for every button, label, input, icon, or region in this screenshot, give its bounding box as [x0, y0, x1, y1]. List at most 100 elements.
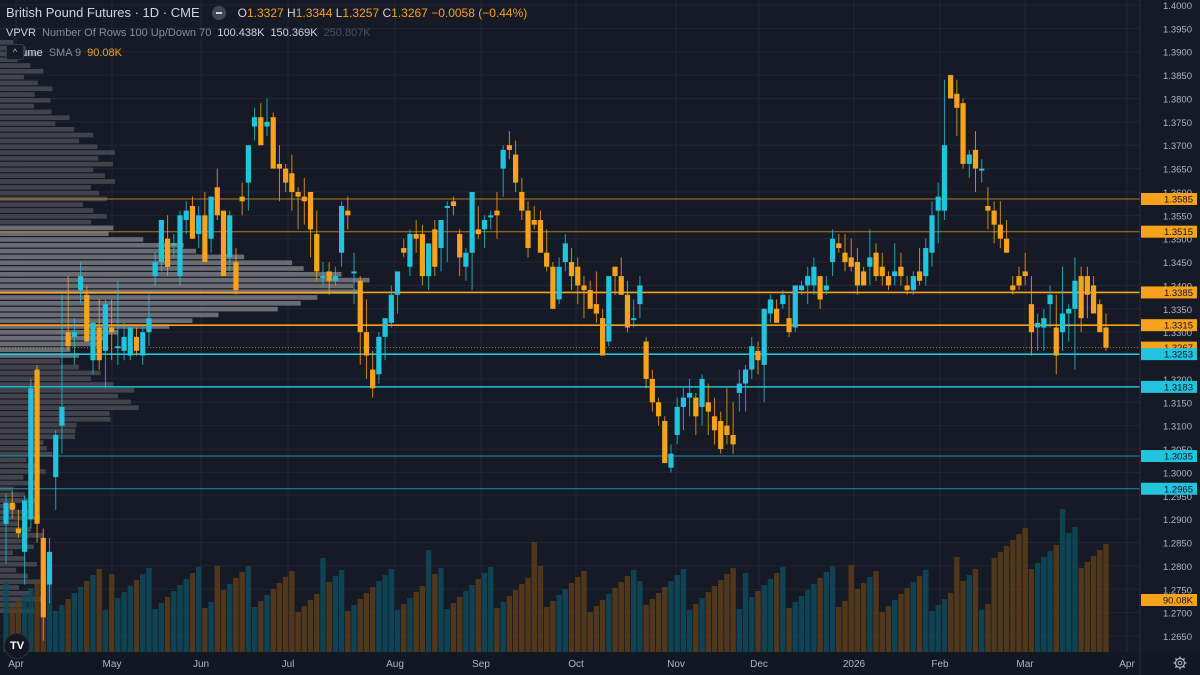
candle[interactable] [1090, 276, 1097, 314]
candle[interactable] [1041, 308, 1047, 351]
candle[interactable] [40, 528, 46, 641]
candle[interactable] [102, 299, 109, 389]
candle[interactable] [742, 364, 749, 412]
candle[interactable] [587, 280, 593, 309]
chevron-up-icon[interactable]: ^ [6, 44, 24, 60]
candle[interactable] [643, 336, 649, 389]
candle[interactable] [438, 220, 444, 272]
candle[interactable] [376, 332, 382, 384]
candle[interactable] [53, 430, 59, 510]
candle[interactable] [506, 131, 512, 160]
candle[interactable] [637, 276, 643, 319]
candle[interactable] [1103, 313, 1109, 351]
candle[interactable] [332, 266, 338, 286]
volume-row[interactable]: Volume SMA 9 90.08K [6, 45, 527, 61]
candle[interactable] [513, 140, 519, 192]
candle[interactable] [749, 336, 755, 379]
candle[interactable] [320, 262, 326, 286]
candle[interactable] [388, 285, 394, 328]
candle[interactable] [65, 276, 71, 351]
candle[interactable] [22, 495, 28, 585]
candle[interactable] [450, 196, 457, 216]
candle[interactable] [307, 191, 314, 258]
candle[interactable] [1047, 285, 1053, 328]
minus-circle-icon[interactable] [211, 6, 226, 20]
candle[interactable] [624, 280, 631, 333]
candle[interactable] [183, 201, 189, 235]
candle[interactable] [674, 397, 680, 445]
candle[interactable] [283, 163, 289, 192]
horizontal-levels[interactable] [0, 198, 1140, 490]
candle[interactable] [898, 252, 904, 286]
time-axis[interactable]: Apr May Jun Jul Aug Sep Oct Nov Dec 2026 Feb Mar Apr [8, 659, 1135, 670]
candle[interactable] [338, 201, 345, 267]
candle[interactable] [649, 369, 655, 412]
candle[interactable] [351, 252, 357, 305]
candle[interactable] [997, 201, 1003, 249]
candle[interactable] [829, 229, 836, 277]
candle[interactable] [774, 299, 780, 323]
candle[interactable] [140, 327, 146, 365]
candle[interactable] [1010, 276, 1016, 295]
candle[interactable] [910, 271, 916, 295]
candle[interactable] [600, 308, 606, 356]
candle[interactable] [270, 112, 276, 169]
candle[interactable] [1084, 266, 1090, 319]
candle[interactable] [394, 271, 401, 314]
candle[interactable] [239, 182, 245, 216]
candle[interactable] [1003, 220, 1010, 253]
candle[interactable] [680, 388, 687, 431]
candle[interactable] [568, 248, 575, 291]
candle[interactable] [1097, 299, 1103, 333]
candle[interactable] [326, 262, 332, 295]
candle[interactable] [941, 79, 948, 221]
candle[interactable] [662, 416, 668, 464]
candle[interactable] [550, 262, 556, 309]
candle[interactable] [3, 493, 9, 564]
candle[interactable] [370, 350, 376, 398]
candle[interactable] [488, 210, 494, 230]
candle[interactable] [1016, 266, 1022, 291]
candle[interactable] [842, 234, 848, 272]
candle[interactable] [121, 322, 127, 361]
candle[interactable] [28, 378, 34, 529]
candle[interactable] [612, 266, 618, 295]
candle[interactable] [966, 149, 972, 178]
candle[interactable] [46, 537, 53, 604]
candle[interactable] [935, 182, 941, 244]
candle[interactable] [593, 271, 599, 323]
candle[interactable] [357, 276, 363, 365]
candle[interactable] [916, 248, 923, 286]
candle[interactable] [929, 201, 935, 267]
candle[interactable] [948, 75, 954, 99]
candle[interactable] [1028, 276, 1035, 356]
candle[interactable] [923, 238, 929, 286]
candle[interactable] [531, 205, 537, 230]
candle[interactable] [196, 205, 202, 249]
candle[interactable] [861, 266, 867, 286]
candle[interactable] [668, 444, 674, 473]
candle[interactable] [382, 318, 388, 361]
candle[interactable] [127, 327, 133, 361]
candle[interactable] [413, 220, 419, 253]
candle[interactable] [1078, 266, 1084, 333]
candle[interactable] [233, 248, 239, 295]
candle[interactable] [705, 383, 711, 436]
candle[interactable] [537, 210, 544, 253]
candle[interactable] [767, 294, 774, 323]
candle[interactable] [581, 276, 587, 319]
candle[interactable] [264, 98, 270, 136]
candle[interactable] [363, 299, 370, 379]
candle[interactable] [848, 238, 854, 272]
candle[interactable] [991, 201, 997, 244]
candle[interactable] [425, 243, 432, 291]
candle[interactable] [761, 308, 767, 403]
candle[interactable] [811, 257, 817, 295]
candle[interactable] [419, 224, 425, 286]
candle[interactable] [158, 220, 164, 272]
candle[interactable] [873, 243, 879, 281]
candle[interactable] [885, 271, 892, 291]
candle[interactable] [836, 234, 842, 253]
candle[interactable] [879, 252, 885, 286]
candle[interactable] [463, 248, 469, 281]
